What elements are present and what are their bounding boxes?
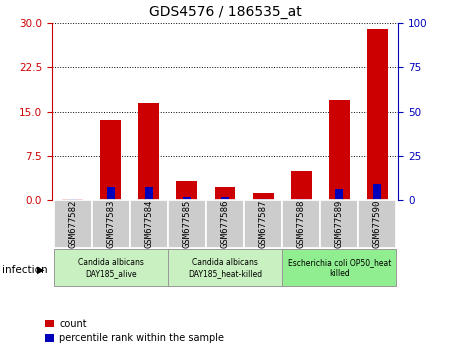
Bar — [244, 200, 282, 248]
Bar — [291, 171, 311, 200]
Bar — [367, 29, 388, 200]
Bar — [183, 198, 191, 200]
Bar — [139, 103, 159, 200]
Bar — [130, 200, 168, 248]
Bar — [100, 120, 121, 200]
Bar — [168, 200, 206, 248]
Text: GSM677582: GSM677582 — [68, 200, 77, 248]
Text: GSM677587: GSM677587 — [259, 200, 268, 248]
Bar — [282, 249, 396, 286]
Bar — [107, 187, 115, 200]
Text: GSM677588: GSM677588 — [297, 200, 306, 248]
Bar — [297, 199, 306, 200]
Text: Candida albicans
DAY185_alive: Candida albicans DAY185_alive — [78, 258, 144, 278]
Bar — [252, 193, 274, 200]
Text: GSM677584: GSM677584 — [144, 200, 153, 248]
Text: GSM677583: GSM677583 — [106, 200, 115, 248]
Text: Candida albicans
DAY185_heat-killed: Candida albicans DAY185_heat-killed — [188, 258, 262, 278]
Bar — [54, 200, 92, 248]
Text: GSM677585: GSM677585 — [182, 200, 191, 248]
Bar — [144, 187, 153, 200]
Bar — [282, 200, 320, 248]
Text: GSM677589: GSM677589 — [335, 200, 344, 248]
Bar — [320, 200, 358, 248]
Text: ▶: ▶ — [37, 265, 45, 275]
Legend: count, percentile rank within the sample: count, percentile rank within the sample — [41, 315, 228, 347]
Bar — [259, 199, 267, 200]
Bar — [62, 199, 83, 200]
Title: GDS4576 / 186535_at: GDS4576 / 186535_at — [148, 5, 302, 19]
Bar — [221, 197, 229, 200]
Text: GSM677586: GSM677586 — [220, 200, 230, 248]
Text: GSM677590: GSM677590 — [373, 200, 382, 248]
Bar — [54, 249, 168, 286]
Bar — [335, 188, 343, 200]
Bar — [358, 200, 396, 248]
Bar — [373, 184, 382, 200]
Bar — [206, 200, 244, 248]
Bar — [215, 187, 235, 200]
Text: Escherichia coli OP50_heat
killed: Escherichia coli OP50_heat killed — [288, 258, 391, 278]
Text: infection: infection — [2, 265, 48, 275]
Bar — [68, 199, 77, 200]
Bar — [329, 100, 350, 200]
Bar — [176, 181, 198, 200]
Bar — [92, 200, 130, 248]
Bar — [168, 249, 282, 286]
